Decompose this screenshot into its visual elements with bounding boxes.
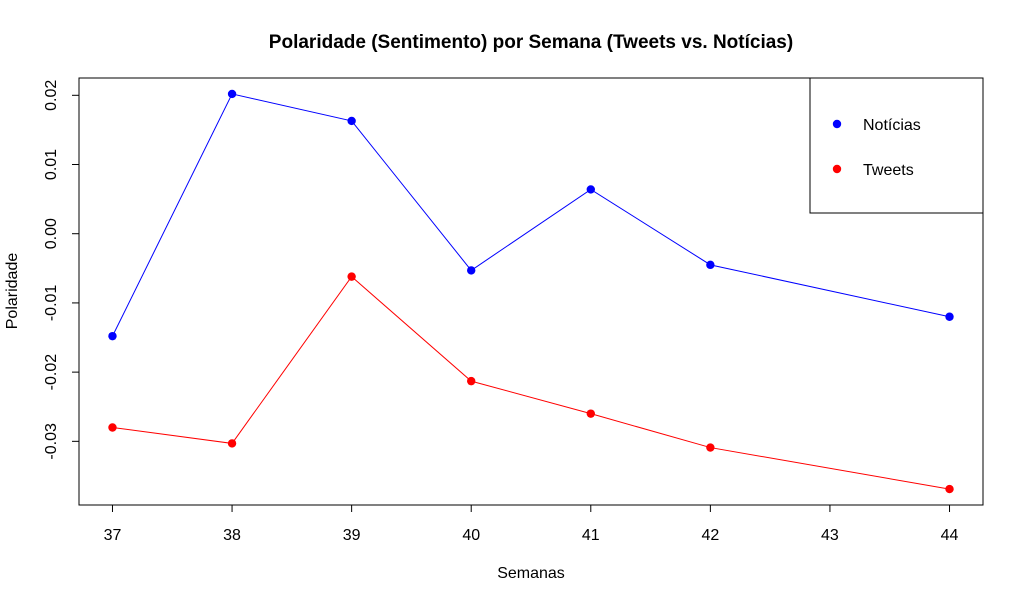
chart-title: Polaridade (Sentimento) por Semana (Twee… [269,32,793,53]
legend: Notícias Tweets [809,77,984,214]
data-point-noticias [227,89,237,99]
legend-marker-noticias [832,119,842,129]
y-tick-label: 0.00 [43,218,60,249]
data-point-tweets [467,376,476,386]
x-tick-label: 41 [582,527,600,544]
data-point-tweets [706,443,715,452]
legend-label-tweets: Tweets [863,162,914,179]
x-tick-label: 39 [343,527,361,544]
x-axis: 37 38 39 40 41 42 43 44 [104,504,959,544]
data-point-noticias [347,116,356,126]
y-tick-label: 0.01 [43,149,60,180]
data-point-noticias [945,312,954,321]
y-axis: -0.03 -0.02 -0.01 0.00 0.01 0.02 [43,80,80,460]
legend-label-noticias: Notícias [863,117,921,134]
x-tick-label: 40 [462,527,480,544]
legend-marker-tweets [832,164,842,174]
x-tick-label: 44 [941,527,959,544]
series-layer [108,89,954,494]
series-line-tweets [112,275,950,490]
data-point-noticias [586,185,595,194]
y-tick-label: -0.03 [43,423,60,460]
data-point-tweets [108,423,117,432]
data-point-noticias [706,260,715,270]
data-point-tweets [227,439,237,448]
x-tick-label: 37 [104,527,122,544]
x-tick-label: 38 [223,527,241,544]
data-point-noticias [467,266,476,275]
y-tick-label: -0.02 [43,354,60,391]
data-point-tweets [347,272,356,281]
data-point-noticias [108,331,117,341]
x-tick-label: 43 [821,527,839,544]
y-tick-label: -0.01 [43,285,60,322]
legend-box [809,77,984,214]
x-tick-label: 42 [701,527,719,544]
x-axis-label: Semanas [497,565,565,582]
data-point-tweets [586,409,595,418]
data-point-tweets [945,484,954,494]
y-tick-label: 0.02 [43,80,60,111]
y-axis-label: Polaridade [4,253,21,330]
